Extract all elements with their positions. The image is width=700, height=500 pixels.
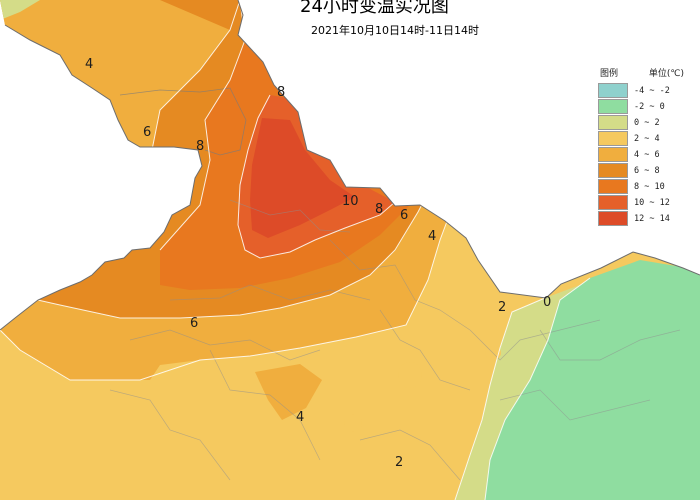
county-boundaries	[109, 199, 681, 481]
legend-item: 2 ~ 4	[598, 131, 686, 146]
legend-item: 12 ~ 14	[598, 211, 686, 226]
legend-item: 10 ~ 12	[598, 195, 686, 210]
legend-swatch	[598, 147, 628, 162]
contour-label: 8	[277, 85, 285, 100]
northern-boundary	[119, 87, 247, 156]
legend-swatch	[598, 115, 628, 130]
legend-rows: -4 ~ -2 -2 ~ 0 0 ~ 2 2 ~ 4 4 ~ 6 6 ~ 8 8 ~ 10 1…	[598, 83, 686, 226]
map-title: 24小时变温实况图	[300, 0, 449, 17]
legend-swatch	[598, 195, 628, 210]
legend-range: 0 ~ 2	[634, 117, 660, 128]
legend-item: 4 ~ 6	[598, 147, 686, 162]
contour-label: 2	[498, 300, 506, 315]
contour-label: 4	[296, 410, 304, 425]
contour-label: 4	[85, 57, 93, 72]
contour-label: 6	[143, 125, 151, 140]
contour-label: 6	[400, 208, 408, 223]
legend-range: -2 ~ 0	[634, 101, 665, 112]
legend-range: 6 ~ 8	[634, 165, 660, 176]
legend-item: -4 ~ -2	[598, 83, 686, 98]
contour-label: 8	[196, 139, 204, 154]
legend-swatch	[598, 83, 628, 98]
legend-range: 2 ~ 4	[634, 133, 660, 144]
legend-swatch	[598, 211, 628, 226]
legend-swatch	[598, 99, 628, 114]
map-subtitle: 2021年10月10日14时-11日14时	[311, 24, 479, 37]
contour-label: 8	[375, 202, 383, 217]
legend-range: 8 ~ 10	[634, 181, 665, 192]
zone-12-14	[250, 118, 355, 238]
zone-4-6-south	[255, 364, 322, 420]
legend-range: 12 ~ 14	[634, 213, 670, 224]
legend-swatch	[598, 131, 628, 146]
legend-range: 10 ~ 12	[634, 197, 670, 208]
legend-swatch	[598, 179, 628, 194]
province-border	[0, 0, 700, 331]
zone-minus2-0	[485, 260, 700, 500]
legend-item: 6 ~ 8	[598, 163, 686, 178]
contour-label: 2	[395, 455, 403, 470]
legend-range: -4 ~ -2	[634, 85, 670, 96]
contour-labels: 4 6 8 8 10 8 6 4 6 4 2 2 0	[85, 57, 551, 470]
legend: 图例 单位(℃) -4 ~ -2 -2 ~ 0 0 ~ 2 2 ~ 4 4 ~ 6 6 ~…	[598, 66, 686, 227]
legend-range: 4 ~ 6	[634, 149, 660, 160]
zone-0-2-nw	[0, 0, 40, 20]
legend-unit: 单位(℃)	[648, 69, 684, 79]
legend-header: 图例 单位(℃)	[600, 66, 684, 79]
contour-label: 6	[190, 316, 198, 331]
pocket-2-4	[398, 362, 422, 388]
legend-item: -2 ~ 0	[598, 99, 686, 114]
pocket-2-4-b	[344, 414, 362, 432]
legend-item: 0 ~ 2	[598, 115, 686, 130]
contour-label: 4	[428, 229, 436, 244]
legend-item: 8 ~ 10	[598, 179, 686, 194]
legend-heading: 图例	[600, 69, 619, 79]
contour-label: 10	[342, 194, 359, 209]
legend-swatch	[598, 163, 628, 178]
contour-label: 0	[543, 295, 551, 310]
